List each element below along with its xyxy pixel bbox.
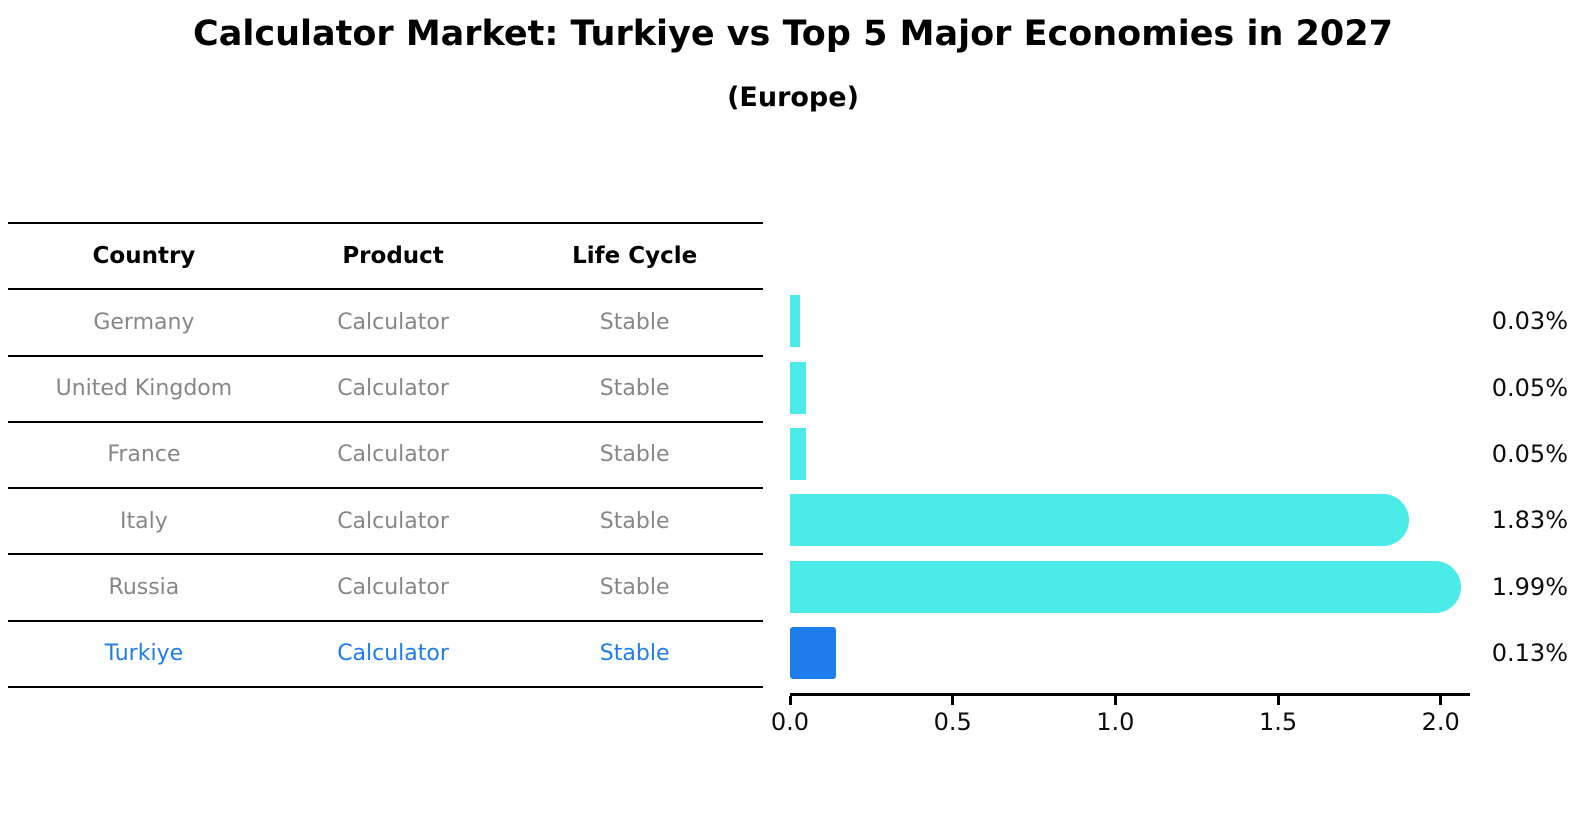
column-header-life-cycle: Life Cycle: [572, 243, 698, 270]
life-cycle-cell: Stable: [599, 309, 670, 335]
life-cycle-cell: Stable: [599, 575, 670, 601]
value-label-column: 0.03% 0.05% 0.05% 1.83% 1.99% 0.13%: [1458, 288, 1568, 686]
product-cell: Calculator: [337, 641, 449, 667]
value-label-russia: 1.99%: [1491, 572, 1568, 601]
bar-france: [790, 428, 807, 480]
table-header-row: Country Product Life Cycle: [8, 222, 763, 288]
country-cell: Italy: [120, 508, 168, 534]
table-row-germany: Germany Calculator Stable: [8, 288, 763, 354]
product-cell: Calculator: [337, 508, 449, 534]
table-row-turkiye: Turkiye Calculator Stable: [8, 619, 763, 686]
bar-plot-area: [790, 288, 1490, 686]
country-cell: United Kingdom: [55, 376, 233, 402]
bar-turkiye-highlighted: [790, 626, 837, 679]
chart-title: Calculator Market: Turkiye vs Top 5 Majo…: [193, 14, 1393, 54]
x-tick-label: 0.0: [770, 708, 810, 736]
x-tick-mark: [1113, 696, 1117, 705]
table-row-russia: Russia Calculator Stable: [8, 553, 763, 619]
value-label-germany: 0.03%: [1491, 307, 1568, 336]
value-label-france: 0.05%: [1491, 440, 1568, 468]
country-cell: Germany: [93, 309, 195, 335]
x-tick-mark: [788, 696, 792, 705]
table-row-united-kingdom: United Kingdom Calculator Stable: [8, 354, 763, 421]
value-label-turkiye: 0.13%: [1491, 638, 1568, 667]
value-label-italy: 1.83%: [1491, 506, 1568, 535]
product-cell: Calculator: [337, 309, 449, 335]
life-cycle-cell: Stable: [599, 641, 670, 667]
bar-germany: [790, 295, 800, 348]
x-tick-label: 0.5: [933, 708, 972, 736]
x-axis-line: [790, 693, 1470, 696]
x-tick-label: 1.0: [1096, 708, 1135, 736]
x-tick-mark: [1439, 696, 1443, 705]
bar-russia: [790, 560, 1462, 613]
life-cycle-cell: Stable: [599, 508, 670, 534]
country-cell: Turkiye: [104, 641, 184, 667]
x-tick-mark: [1276, 696, 1280, 705]
x-tick-label: 1.5: [1258, 708, 1298, 736]
product-cell: Calculator: [337, 575, 449, 601]
product-cell: Calculator: [337, 442, 449, 468]
country-cell: Russia: [108, 575, 180, 601]
product-cell: Calculator: [337, 376, 449, 402]
value-label-united-kingdom: 0.05%: [1491, 373, 1568, 402]
table-row-france: France Calculator Stable: [8, 420, 763, 487]
bar-italy: [790, 494, 1410, 547]
bar-united-kingdom: [790, 361, 807, 414]
column-header-country: Country: [92, 243, 196, 270]
chart-subtitle: (Europe): [727, 82, 859, 113]
x-axis-ticks: 0.0 0.5 1.0 1.5 2.0: [771, 696, 1470, 746]
table-row-italy: Italy Calculator Stable: [8, 487, 763, 553]
x-tick-label: 2.0: [1421, 708, 1460, 736]
country-table: Country Product Life Cycle Germany Calcu…: [8, 222, 763, 688]
life-cycle-cell: Stable: [599, 442, 670, 468]
life-cycle-cell: Stable: [599, 376, 670, 402]
column-header-product: Product: [342, 243, 444, 270]
country-cell: France: [107, 442, 181, 468]
x-tick-mark: [951, 696, 955, 705]
